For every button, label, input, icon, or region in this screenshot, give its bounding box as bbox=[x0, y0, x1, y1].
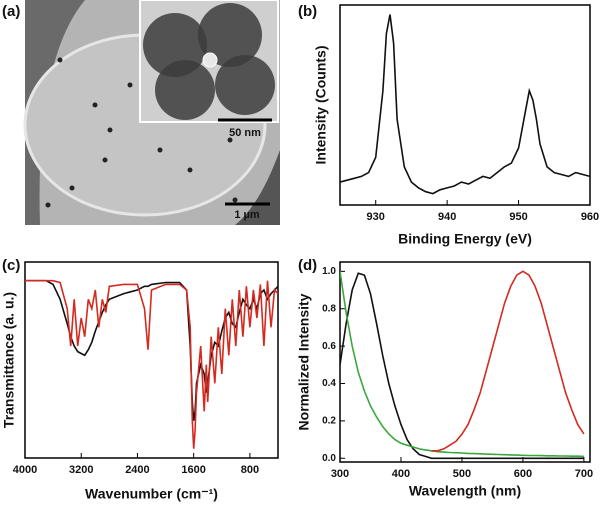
data-line bbox=[431, 270, 585, 452]
x-axis-label: Binding Energy (eV) bbox=[398, 231, 532, 247]
data-line bbox=[25, 279, 278, 421]
inset-particle bbox=[198, 3, 262, 67]
panel-label: (a) bbox=[2, 3, 20, 20]
plot-frame bbox=[339, 261, 591, 463]
x-tick-label: 2400 bbox=[125, 464, 149, 476]
nanoparticle bbox=[57, 57, 63, 63]
inset-hole bbox=[202, 52, 218, 68]
inset-particle bbox=[155, 60, 215, 120]
y-tick-label: 0.0 bbox=[322, 453, 336, 464]
nanoparticle bbox=[107, 127, 113, 133]
data-line bbox=[25, 279, 278, 449]
y-tick-label: 0.8 bbox=[322, 303, 336, 314]
x-tick-label: 500 bbox=[453, 468, 471, 480]
y-tick-label: 0.6 bbox=[322, 341, 336, 352]
nanoparticle bbox=[232, 197, 238, 203]
nanoparticle bbox=[92, 102, 98, 108]
scale-label: 1 µm bbox=[234, 209, 260, 221]
x-tick-label: 960 bbox=[581, 211, 599, 223]
nanoparticle bbox=[157, 147, 163, 153]
data-line bbox=[340, 14, 590, 195]
x-tick-label: 1600 bbox=[181, 464, 205, 476]
x-tick-label: 400 bbox=[392, 468, 410, 480]
x-tick-label: 940 bbox=[438, 211, 456, 223]
nanoparticle bbox=[69, 185, 75, 191]
nanoparticle bbox=[227, 137, 233, 143]
inset-scale-label: 50 nm bbox=[229, 127, 261, 139]
x-tick-label: 700 bbox=[575, 468, 593, 480]
x-tick-label: 600 bbox=[514, 468, 532, 480]
nanoparticle bbox=[127, 82, 133, 88]
y-axis-label: Normalized Intensity bbox=[296, 293, 312, 430]
panel-label: (c) bbox=[2, 257, 20, 274]
dark-corner bbox=[25, 0, 85, 225]
x-tick-label: 300 bbox=[331, 468, 349, 480]
nanoparticle bbox=[45, 202, 51, 208]
nanoparticle bbox=[187, 167, 193, 173]
x-tick-label: 800 bbox=[241, 464, 259, 476]
y-tick-label: 0.2 bbox=[322, 416, 336, 427]
nanoparticle bbox=[102, 157, 108, 163]
y-axis-label: Intensity (Counts) bbox=[313, 46, 329, 165]
plot-frame bbox=[24, 261, 279, 459]
y-axis-label: Transmittance (a. u.) bbox=[1, 292, 17, 428]
x-tick-label: 930 bbox=[367, 211, 385, 223]
y-tick-label: 1.0 bbox=[322, 266, 336, 277]
panel-label: (d) bbox=[298, 257, 317, 274]
x-axis-label: Wavenumber (cm⁻¹) bbox=[85, 486, 218, 502]
x-tick-label: 4000 bbox=[13, 464, 37, 476]
x-tick-label: 950 bbox=[509, 211, 527, 223]
panel-label: (b) bbox=[298, 3, 317, 20]
dark-corner bbox=[235, 150, 280, 225]
plot-frame bbox=[339, 4, 591, 206]
x-axis-label: Wavelength (nm) bbox=[409, 483, 521, 499]
y-tick-label: 0.4 bbox=[322, 378, 336, 389]
inset-particle bbox=[215, 55, 275, 115]
data-line bbox=[340, 272, 584, 460]
data-line bbox=[340, 271, 584, 458]
x-tick-label: 3200 bbox=[69, 464, 93, 476]
